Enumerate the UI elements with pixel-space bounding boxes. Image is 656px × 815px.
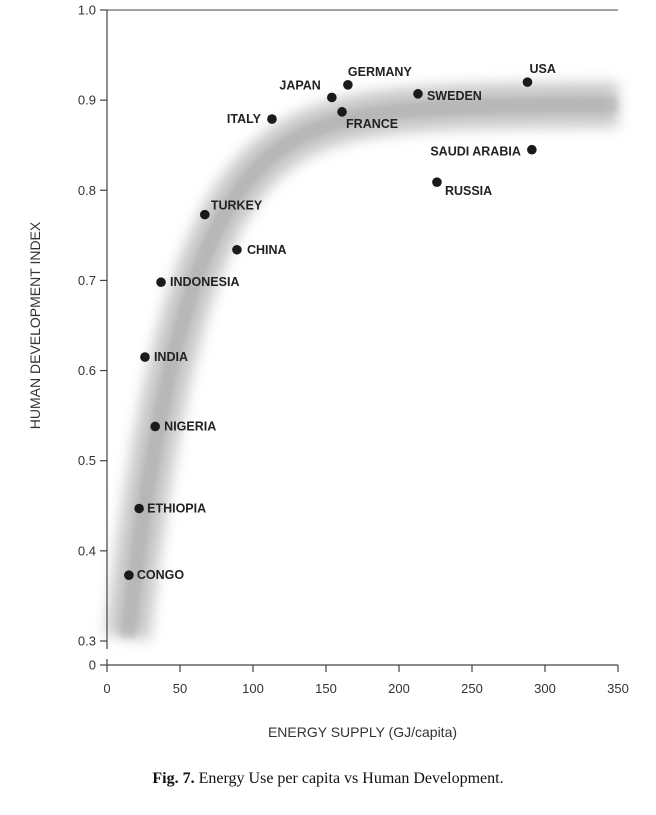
axes: 0.3 0.4 0.5 0.6 0.7 0.8 0.9 1.0 00 50 100 150 200 250… (78, 3, 629, 697)
y-tick-label: 0.7 (78, 273, 96, 288)
y-tick-label: 0.3 (78, 634, 96, 649)
data-points: CONGO ETHIOPIA NIGERIA INDIA INDONESIA CHINA T… (124, 62, 556, 582)
data-point-usa (522, 77, 533, 87)
point-label-italy: ITALY (227, 112, 262, 126)
y-axis-title: HUMAN DEVELOPMENT INDEX (27, 221, 43, 429)
point-label-usa: USA (529, 62, 555, 76)
data-point-france (337, 107, 347, 117)
data-point-ethiopia (134, 503, 144, 514)
data-point-saudi-arabia (527, 144, 537, 155)
point-label-france: FRANCE (346, 117, 398, 131)
caption-figure-label: Fig. 7. (152, 770, 195, 787)
point-label-india: INDIA (154, 350, 188, 364)
data-point-germany (343, 80, 353, 90)
data-point-india (140, 352, 150, 362)
y-tick-label: 0.9 (78, 93, 96, 108)
x-tick-label: 350 (607, 681, 629, 696)
y-tick-label: 0.6 (78, 363, 96, 378)
x-tick-label: 300 (534, 681, 556, 696)
caption-text: Energy Use per capita vs Human Developme… (194, 770, 504, 787)
point-label-china: CHINA (247, 243, 287, 257)
point-label-turkey: TURKEY (211, 199, 263, 213)
figure-caption: Fig. 7. Energy Use per capita vs Human D… (0, 770, 656, 788)
trend-band-outer (105, 82, 618, 641)
x-tick-label: 0 (103, 681, 110, 696)
point-label-indonesia: INDONESIA (170, 275, 239, 289)
data-point-sweden (413, 89, 423, 99)
x-tick-label: 250 (461, 681, 483, 696)
trend-band-core (119, 96, 618, 639)
chart: 0.3 0.4 0.5 0.6 0.7 0.8 0.9 1.0 00 50 100 150 200 250… (27, 3, 629, 741)
data-point-turkey (200, 209, 210, 220)
point-label-sweden: SWEDEN (427, 89, 482, 103)
y-tick-label: 0 (89, 658, 96, 673)
x-axis-title: ENERGY SUPPLY (GJ/capita) (268, 724, 457, 740)
x-tick-label: 50 (173, 681, 187, 696)
point-label-congo: CONGO (137, 568, 185, 582)
point-label-ethiopia: ETHIOPIA (147, 501, 206, 515)
data-point-russia (432, 177, 442, 187)
y-tick-label: 0.5 (78, 453, 96, 468)
x-tick-label: 200 (388, 681, 410, 696)
data-point-congo (124, 570, 134, 580)
y-tick-label: 0.8 (78, 183, 96, 198)
y-tick-label: 1.0 (78, 3, 96, 18)
data-point-italy (267, 114, 277, 124)
data-point-japan (327, 92, 337, 103)
point-label-russia: RUSSIA (445, 184, 492, 198)
point-label-nigeria: NIGERIA (164, 419, 216, 433)
data-point-china (232, 244, 242, 255)
x-tick-label: 100 (242, 681, 264, 696)
trend-band (105, 82, 618, 641)
data-point-indonesia (156, 277, 166, 288)
x-tick-label: 150 (315, 681, 337, 696)
data-point-nigeria (150, 421, 160, 432)
y-tick-label: 0.4 (78, 543, 96, 558)
point-label-germany: GERMANY (348, 65, 413, 79)
point-label-saudi-arabia: SAUDI ARABIA (430, 145, 521, 159)
point-label-japan: JAPAN (279, 78, 320, 92)
